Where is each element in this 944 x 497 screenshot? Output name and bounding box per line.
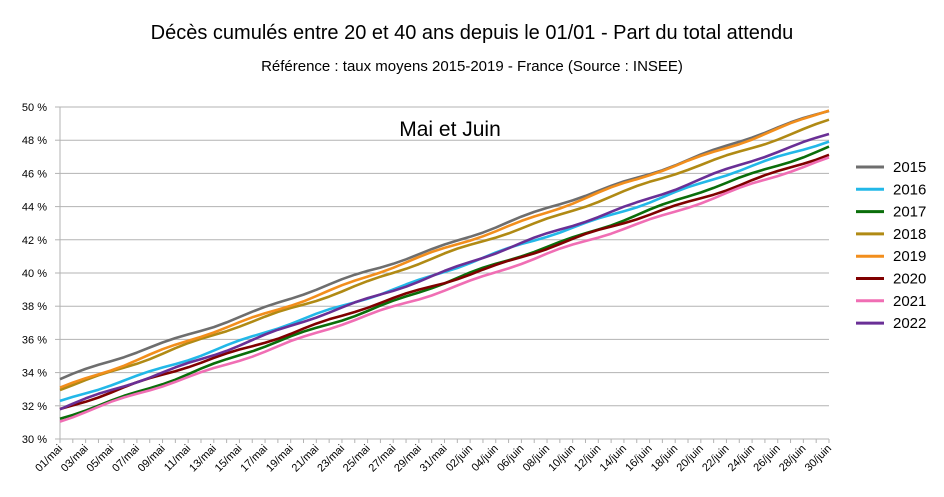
x-tick-label: 31/mai — [418, 443, 450, 475]
x-tick-label: 23/mai — [315, 443, 347, 475]
legend-label-2016: 2016 — [893, 181, 926, 198]
x-tick-label: 07/mai — [110, 443, 142, 475]
x-tick-label: 18/juin — [649, 443, 680, 474]
series-line-2020 — [59, 153, 830, 411]
x-tick-label: 26/juin — [751, 443, 782, 474]
x-tick-label: 03/mai — [59, 443, 91, 475]
y-tick-label: 40 % — [22, 268, 47, 280]
series-lines — [59, 109, 830, 423]
y-tick-label: 34 % — [22, 368, 47, 380]
x-tick-label: 19/mai — [264, 443, 296, 475]
x-tick-label: 05/mai — [85, 443, 117, 475]
y-tick-label: 50 % — [22, 102, 47, 114]
x-tick-label: 11/mai — [162, 443, 193, 474]
x-tick-label: 06/juin — [495, 443, 526, 474]
x-tick-label: 14/juin — [598, 443, 629, 474]
y-tick-label: 46 % — [22, 168, 47, 180]
x-tick-label: 12/juin — [572, 443, 603, 474]
x-tick-label: 13/mai — [187, 443, 219, 475]
legend-label-2021: 2021 — [893, 293, 926, 310]
x-tick-label: 24/juin — [726, 443, 757, 474]
x-tick-label: 21/mai — [290, 443, 322, 475]
x-tick-label: 15/mai — [213, 443, 245, 475]
y-tick-label: 32 % — [22, 401, 47, 413]
x-tick-label: 04/juin — [469, 443, 500, 474]
x-tick-label: 22/juin — [700, 443, 731, 474]
chart-subtitle: Référence : taux moyens 2015-2019 - Fran… — [261, 58, 683, 75]
x-tick-label: 16/juin — [623, 443, 654, 474]
x-tick-label: 27/mai — [367, 443, 399, 475]
series-line-2021 — [59, 156, 830, 423]
x-tick-label: 17/mai — [238, 443, 270, 475]
series-line-2015 — [59, 109, 830, 381]
y-tick-label: 44 % — [22, 202, 47, 214]
y-tick-label: 42 % — [22, 235, 47, 247]
x-tick-label: 30/juin — [803, 443, 834, 474]
y-tick-label: 38 % — [22, 301, 47, 313]
legend-label-2020: 2020 — [893, 271, 926, 288]
x-tick-label: 28/juin — [777, 443, 808, 474]
series-line-2018 — [59, 118, 830, 392]
x-axis-ticks: 01/mai03/mai05/mai07/mai09/mai11/mai13/m… — [33, 439, 834, 474]
legend-label-2022: 2022 — [893, 315, 926, 332]
x-tick-label: 25/mai — [341, 443, 373, 475]
series-line-2019 — [59, 109, 830, 389]
x-tick-label: 10/juin — [546, 443, 577, 474]
legend-label-2017: 2017 — [893, 204, 926, 221]
chart-title: Décès cumulés entre 20 et 40 ans depuis … — [150, 22, 794, 44]
y-tick-label: 48 % — [22, 135, 47, 147]
x-tick-label: 29/mai — [392, 443, 424, 475]
legend-label-2019: 2019 — [893, 248, 926, 265]
series-line-2022 — [59, 132, 830, 411]
grid-lines — [60, 106, 829, 440]
x-tick-label: 01/mai — [33, 443, 65, 475]
legend: 2015 2016 2017 2018 2019 2020 2021 2022 — [856, 159, 926, 332]
chart-annotation: Mai et Juin — [399, 118, 501, 141]
x-tick-label: 02/juin — [444, 443, 475, 474]
x-tick-label: 20/juin — [675, 443, 706, 474]
y-tick-label: 30 % — [22, 434, 47, 446]
y-axis-ticks: 30 % 32 % 34 % 36 % 38 % 40 % 42 % 44 % 46 % 48 %… — [22, 102, 60, 446]
legend-label-2015: 2015 — [893, 159, 926, 176]
x-tick-label: 09/mai — [136, 443, 168, 475]
y-tick-label: 36 % — [22, 334, 47, 346]
x-tick-label: 08/juin — [521, 443, 552, 474]
legend-label-2018: 2018 — [893, 226, 926, 243]
